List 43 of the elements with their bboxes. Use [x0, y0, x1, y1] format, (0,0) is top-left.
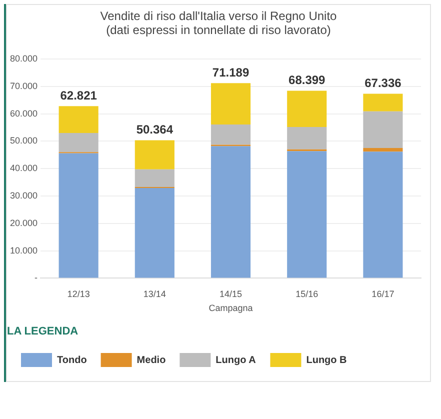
x-tick-label: 16/17 [372, 289, 394, 300]
total-label: 68.399 [288, 73, 326, 88]
legend-title: LA LEGENDA [7, 325, 78, 338]
x-tick-label: 14/15 [220, 289, 242, 300]
y-tick-label: 10.000 [10, 245, 38, 256]
legend-label: Medio [136, 354, 166, 366]
x-tick-label: 15/16 [296, 289, 318, 300]
bar [210, 146, 251, 278]
bar [287, 126, 327, 150]
y-tick-label: 60.000 [10, 108, 38, 118]
bar [210, 83, 251, 124]
y-tick-label: 50.000 [10, 136, 38, 146]
bar [287, 90, 327, 127]
total-label: 71.189 [212, 65, 250, 80]
y-tick-label: - [34, 272, 38, 283]
legend-label: Tondo [57, 354, 87, 366]
y-tick-label: 20.000 [10, 218, 38, 228]
bar [363, 152, 403, 278]
bar [210, 124, 251, 145]
legend-label: Lungo B [306, 354, 347, 366]
legend-label: Lungo A [216, 354, 256, 366]
y-tick-label: 70.000 [10, 80, 38, 91]
y-tick-label: 30.000 [10, 190, 38, 200]
bar [134, 140, 174, 170]
total-label: 67.336 [364, 76, 402, 90]
y-tick-label: 40.000 [10, 163, 38, 174]
x-axis-title: Campagna [208, 302, 253, 313]
bar [363, 148, 403, 152]
bar [58, 106, 98, 133]
bar [58, 132, 98, 152]
x-tick-label: 13/14 [143, 289, 166, 300]
total-label: 50.364 [136, 122, 174, 137]
chart-title: Vendite di riso dall'Italia verso il Regno Unito [99, 9, 338, 23]
bar [134, 188, 174, 278]
bar [287, 151, 327, 278]
x-tick-label: 12/13 [67, 289, 90, 300]
bar [58, 153, 98, 278]
bar [363, 94, 403, 112]
bar [134, 169, 174, 187]
y-tick-label: 80.000 [10, 53, 38, 64]
chart-subtitle: (dati espressi in tonnellate di riso lavorato) [105, 23, 332, 37]
total-label: 62.821 [60, 88, 98, 102]
bar [363, 111, 403, 148]
